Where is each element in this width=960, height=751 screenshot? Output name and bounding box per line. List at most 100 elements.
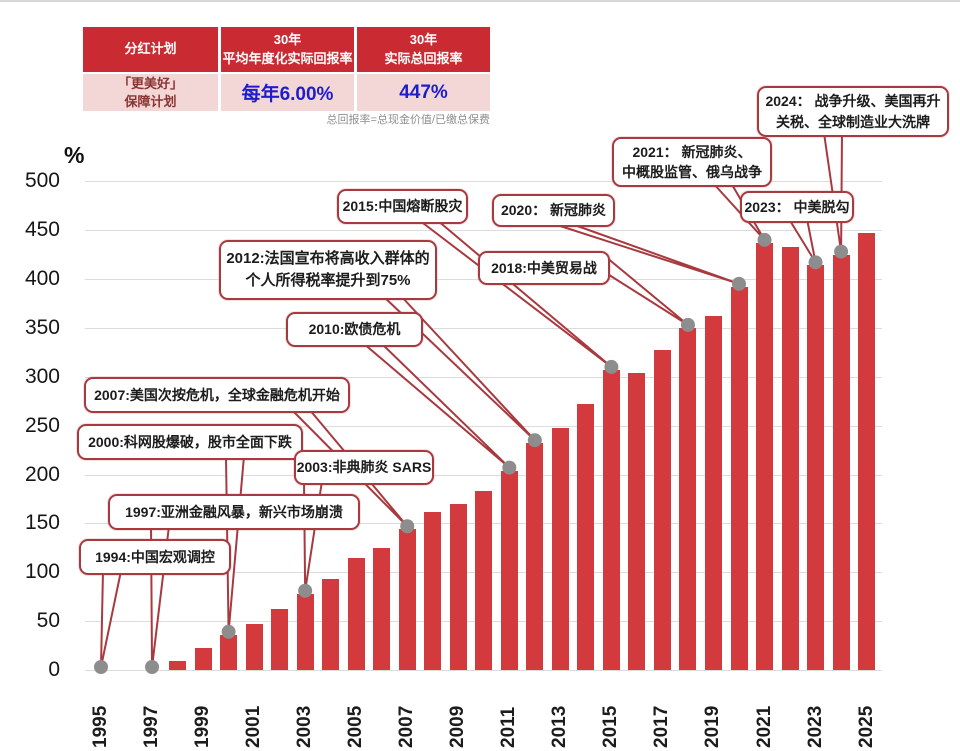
bar-2018 — [679, 327, 697, 670]
header-cell-annualized: 30年 平均年度化实际回报率 — [221, 27, 354, 72]
x-tick-label-2009: 2009 — [447, 705, 469, 748]
annotation-text-line: 2021： 新冠肺炎、 — [632, 143, 752, 160]
bar-2021 — [756, 242, 774, 670]
y-tick-label-250: 250 — [24, 413, 60, 437]
bar-2000 — [220, 634, 238, 670]
bar-2014 — [577, 404, 595, 670]
annotation-text-line: 2012:法国宣布将高收入群体的 — [226, 250, 430, 268]
annotation-text-line: 2010:欧债危机 — [308, 321, 401, 338]
x-tick-label-2011: 2011 — [498, 706, 520, 748]
annotation-text-line: 2020： 新冠肺炎 — [500, 202, 607, 219]
y-tick-label-450: 450 — [24, 218, 60, 242]
y-tick-label-50: 50 — [36, 609, 60, 633]
bar-2002 — [271, 609, 289, 670]
annotation-callout-2024: 2024： 战争升级、美国再升 关税、全球制造业大洗牌 — [757, 86, 949, 137]
annotation-callout-2012: 2012:法国宣布将高收入群体的 个人所得税率提升到75% — [219, 240, 437, 300]
y-tick-label-350: 350 — [24, 315, 60, 339]
header-total-line2: 实际总回报率 — [384, 50, 463, 66]
x-tick-label-2003: 2003 — [294, 705, 316, 748]
gridline-200 — [85, 474, 882, 476]
bar-2023 — [807, 265, 825, 670]
gridline-500 — [85, 181, 882, 183]
x-tick-label-2023: 2023 — [804, 705, 826, 748]
annotation-text-line: 2007:美国次按危机，全球金融危机开始 — [94, 386, 340, 403]
bar-1998 — [169, 661, 187, 670]
annotation-text-line: 个人所得税率提升到75% — [245, 272, 411, 289]
bar-1999 — [194, 648, 212, 670]
leader-line-2015 — [418, 219, 613, 368]
x-tick-label-2019: 2019 — [702, 705, 724, 748]
table-footnote: 总回报率=总现金价值/已缴总保费 — [326, 114, 490, 126]
annotation-callout-2018: 2018:中美贸易战 — [478, 251, 610, 285]
summary-table-header-row: 分红计划 30年 平均年度化实际回报率 30年 实际总回报率 — [83, 27, 490, 72]
annotation-callout-2000: 2000:科网股爆破，股市全面下跌 — [77, 424, 303, 460]
annotation-callout-1997: 1997:亚洲金融风暴，新兴市场崩溃 — [108, 494, 360, 530]
bar-2009 — [449, 503, 467, 670]
annotation-callout-2015: 2015:中国熔断股灾 — [337, 189, 468, 224]
y-tick-label-100: 100 — [24, 560, 60, 584]
bar-2025 — [858, 233, 876, 670]
x-tick-label-1999: 1999 — [192, 705, 214, 748]
bar-2019 — [704, 316, 722, 670]
annotation-callout-2020: 2020： 新冠肺炎 — [492, 194, 615, 227]
annotation-callout-1994: 1994:中国宏观调控 — [79, 539, 231, 575]
summary-table: 分红计划 30年 平均年度化实际回报率 30年 实际总回报率 「更美好」 保障计… — [83, 27, 490, 111]
summary-table-body-row: 「更美好」 保障计划 每年6.00% 447% — [83, 72, 490, 111]
header-cell-plan: 分红计划 — [83, 27, 218, 72]
annotation-text-line: 1994:中国宏观调控 — [95, 548, 215, 565]
bar-2007 — [398, 529, 416, 670]
annotation-callout-2021: 2021： 新冠肺炎、 中概股监管、俄乌战争 — [612, 137, 772, 187]
header-plan-label: 分红计划 — [124, 41, 177, 57]
gridline-450 — [85, 230, 882, 232]
bar-2011 — [500, 470, 518, 670]
annotation-callout-2023: 2023： 中美脱勾 — [740, 191, 854, 223]
plan-name-line1: 「更美好」 — [117, 75, 183, 91]
annotation-callout-2007: 2007:美国次按危机，全球金融危机开始 — [84, 377, 350, 413]
y-tick-label-150: 150 — [24, 511, 60, 535]
annotation-text-line: 2023： 中美脱勾 — [744, 198, 850, 215]
bar-2005 — [347, 557, 365, 670]
bar-2012 — [526, 443, 544, 670]
bar-2008 — [424, 511, 442, 670]
leader-line-2018 — [605, 256, 689, 326]
y-axis-unit-label: % — [64, 142, 85, 168]
annotation-text-line: 2015:中国熔断股灾 — [342, 198, 463, 215]
event-dot-1997 — [145, 660, 160, 674]
x-tick-label-2025: 2025 — [855, 705, 877, 748]
annotation-text-line: 关税、全球制造业大洗牌 — [776, 113, 930, 130]
bar-2020 — [730, 286, 748, 670]
bar-2016 — [628, 372, 646, 670]
annotation-text-line: 1997:亚洲金融风暴，新兴市场崩溃 — [125, 503, 343, 520]
y-tick-label-200: 200 — [24, 462, 60, 486]
bar-2001 — [245, 624, 263, 670]
bar-2010 — [475, 491, 493, 670]
annotation-text-line: 2003:非典肺炎 SARS — [296, 459, 432, 476]
bar-2022 — [781, 246, 799, 670]
x-tick-label-2007: 2007 — [396, 705, 418, 748]
bar-2006 — [373, 547, 391, 670]
bar-2003 — [296, 593, 314, 670]
bar-2015 — [602, 369, 620, 670]
annotation-callout-2010: 2010:欧债危机 — [286, 312, 423, 347]
annotation-text-line: 2024： 战争升级、美国再升 — [765, 93, 941, 110]
y-tick-label-0: 0 — [48, 658, 60, 681]
bar-2017 — [653, 350, 671, 670]
x-tick-label-2017: 2017 — [651, 705, 673, 748]
returns-bar-chart: 0 50 100 150 200 250 300 350 400 450 500% 1995 1997 1… — [0, 86, 960, 751]
gridline-0 — [85, 670, 882, 671]
y-tick-label-500: 500 — [24, 169, 60, 193]
x-tick-label-2021: 2021 — [753, 705, 775, 748]
header-total-line1: 30年 — [409, 31, 438, 47]
y-tick-label-300: 300 — [24, 364, 60, 388]
header-cell-total: 30年 实际总回报率 — [357, 27, 490, 72]
event-dot-1995 — [94, 660, 108, 674]
x-tick-label-2013: 2013 — [549, 705, 571, 748]
annotation-text-line: 2000:科网股爆破，股市全面下跌 — [88, 433, 292, 450]
header-annualized-line2: 平均年度化实际回报率 — [222, 50, 353, 66]
x-tick-label-2015: 2015 — [600, 705, 622, 748]
x-tick-label-1997: 1997 — [141, 705, 163, 748]
annualized-return-value: 每年6.00% — [221, 74, 354, 111]
x-tick-label-1995: 1995 — [90, 705, 111, 748]
window-top-border — [0, 0, 960, 2]
